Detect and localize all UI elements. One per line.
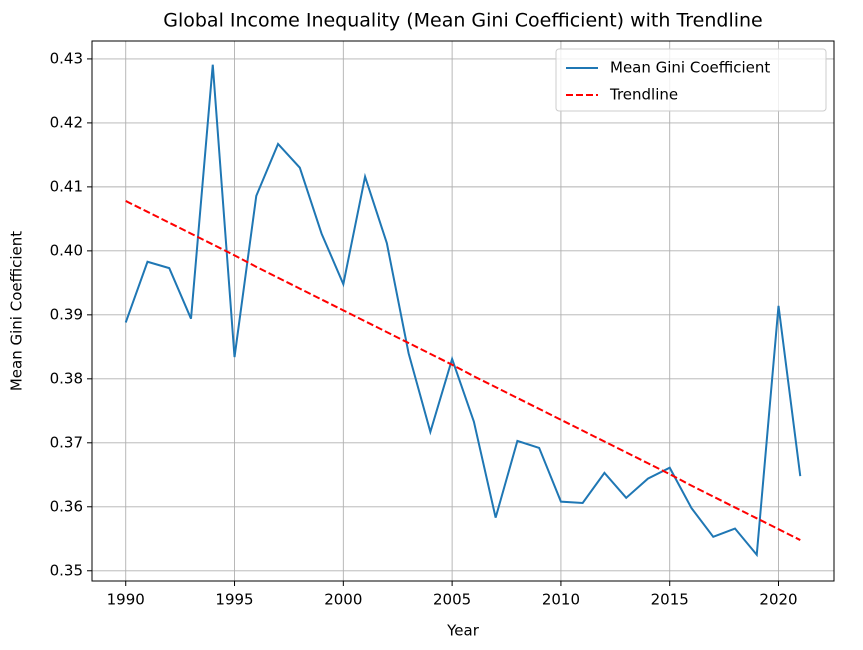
y-tick-label: 0.38 [50,369,83,387]
y-tick-label: 0.41 [50,177,83,195]
y-tick-label: 0.42 [50,113,83,131]
y-tick-label: 0.39 [50,305,83,323]
legend-box [555,48,827,112]
y-tick-label: 0.35 [50,561,83,579]
chart-title: Global Income Inequality (Mean Gini Coef… [163,10,763,32]
x-tick-label: 2005 [433,591,471,609]
x-tick-label: 2010 [542,591,580,609]
x-tick-label: 1990 [107,591,145,609]
y-tick-label: 0.40 [50,241,83,259]
legend-label: Mean Gini Coefficient [610,59,770,77]
legend-label: Trendline [609,86,678,104]
x-tick-label: 2000 [324,591,362,609]
y-axis-label: Mean Gini Coefficient [8,231,26,391]
line-series [124,64,802,558]
line-series [125,200,801,541]
y-tick-label: 0.36 [50,497,83,515]
y-tick-label: 0.43 [50,49,83,67]
x-axis-label: Year [446,622,480,640]
x-tick-label: 1995 [215,591,253,609]
x-tick-label: 2020 [759,591,797,609]
y-tick-label: 0.37 [50,433,83,451]
x-tick-label: 2015 [651,591,689,609]
plot-frame [91,40,835,582]
